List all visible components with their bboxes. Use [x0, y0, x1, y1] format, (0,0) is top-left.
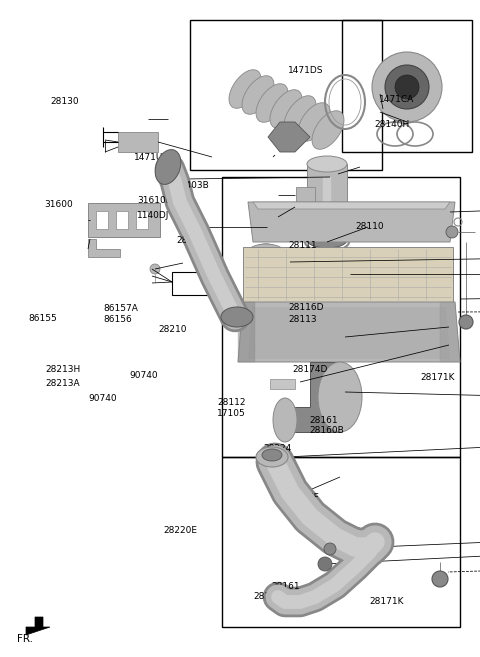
Polygon shape: [440, 302, 460, 362]
Ellipse shape: [221, 307, 253, 327]
Bar: [172, 272, 220, 295]
Polygon shape: [248, 307, 450, 359]
Text: 1471DS: 1471DS: [288, 66, 324, 76]
Polygon shape: [88, 239, 120, 257]
Text: 28165B: 28165B: [177, 236, 211, 245]
Bar: [116, 211, 128, 229]
Polygon shape: [268, 122, 310, 152]
Ellipse shape: [248, 244, 284, 260]
Polygon shape: [307, 164, 347, 240]
Circle shape: [395, 75, 419, 99]
Circle shape: [432, 571, 448, 587]
Bar: [243, 247, 453, 302]
Ellipse shape: [242, 76, 274, 114]
Circle shape: [459, 315, 473, 329]
Text: 28160B: 28160B: [253, 592, 288, 601]
Text: 28171K: 28171K: [420, 373, 455, 382]
Text: 28111: 28111: [288, 240, 317, 250]
Circle shape: [318, 557, 332, 571]
Circle shape: [446, 226, 458, 238]
Text: 28112: 28112: [217, 397, 245, 407]
Text: 86157A: 86157A: [103, 304, 138, 313]
Polygon shape: [270, 379, 295, 389]
Ellipse shape: [256, 447, 288, 467]
Bar: [96, 211, 108, 229]
Polygon shape: [26, 617, 50, 635]
Ellipse shape: [307, 232, 347, 248]
Polygon shape: [248, 252, 285, 272]
Text: 28117F: 28117F: [286, 493, 319, 502]
Text: 1140DJ: 1140DJ: [137, 211, 169, 220]
Ellipse shape: [273, 398, 297, 442]
Text: 28161: 28161: [310, 416, 338, 425]
Ellipse shape: [246, 244, 286, 280]
Circle shape: [385, 65, 429, 109]
Text: 28113: 28113: [288, 315, 317, 325]
Text: 31610B: 31610B: [137, 196, 172, 205]
Polygon shape: [238, 302, 460, 362]
Text: 28110: 28110: [355, 222, 384, 231]
Bar: [222, 457, 460, 627]
Polygon shape: [285, 362, 340, 432]
Ellipse shape: [318, 362, 362, 432]
Bar: [222, 177, 460, 457]
Polygon shape: [296, 187, 315, 217]
Text: 28116D: 28116D: [288, 303, 324, 312]
Text: 31600: 31600: [44, 200, 73, 210]
Text: 28213H: 28213H: [46, 365, 81, 374]
Text: 11403B: 11403B: [175, 181, 210, 190]
Ellipse shape: [155, 150, 181, 185]
Text: 86156: 86156: [103, 315, 132, 324]
Polygon shape: [248, 202, 455, 242]
Polygon shape: [238, 302, 255, 362]
Text: 28130: 28130: [50, 97, 79, 106]
Circle shape: [188, 220, 202, 234]
Ellipse shape: [298, 102, 330, 141]
Bar: [342, 20, 472, 152]
Circle shape: [324, 543, 336, 555]
Text: 28160B: 28160B: [310, 426, 344, 436]
Ellipse shape: [270, 90, 302, 128]
Text: 28213A: 28213A: [46, 378, 80, 388]
Text: 28224: 28224: [263, 443, 291, 453]
Bar: [190, 20, 382, 170]
Text: 28171K: 28171K: [370, 597, 404, 606]
Text: 28140H: 28140H: [374, 120, 409, 129]
Ellipse shape: [284, 96, 316, 134]
Bar: [136, 211, 148, 229]
Text: 28174D: 28174D: [293, 365, 328, 374]
Text: 86155: 86155: [29, 314, 58, 323]
Text: FR.: FR.: [17, 633, 33, 644]
Text: 90740: 90740: [130, 371, 158, 380]
Text: 90740: 90740: [89, 394, 118, 403]
Polygon shape: [253, 202, 450, 209]
Ellipse shape: [256, 83, 288, 122]
Ellipse shape: [312, 111, 344, 149]
Ellipse shape: [262, 449, 282, 461]
Bar: [118, 132, 158, 152]
Text: 28220E: 28220E: [163, 526, 197, 535]
Ellipse shape: [307, 156, 347, 172]
Text: 1471UD: 1471UD: [134, 153, 171, 162]
Bar: [88, 203, 160, 237]
Ellipse shape: [229, 70, 261, 108]
Text: 28210: 28210: [158, 325, 187, 334]
Circle shape: [150, 264, 160, 274]
Text: 17105: 17105: [217, 409, 246, 419]
Circle shape: [372, 52, 442, 122]
Text: 28161: 28161: [271, 581, 300, 591]
Text: 1471CA: 1471CA: [379, 95, 414, 104]
